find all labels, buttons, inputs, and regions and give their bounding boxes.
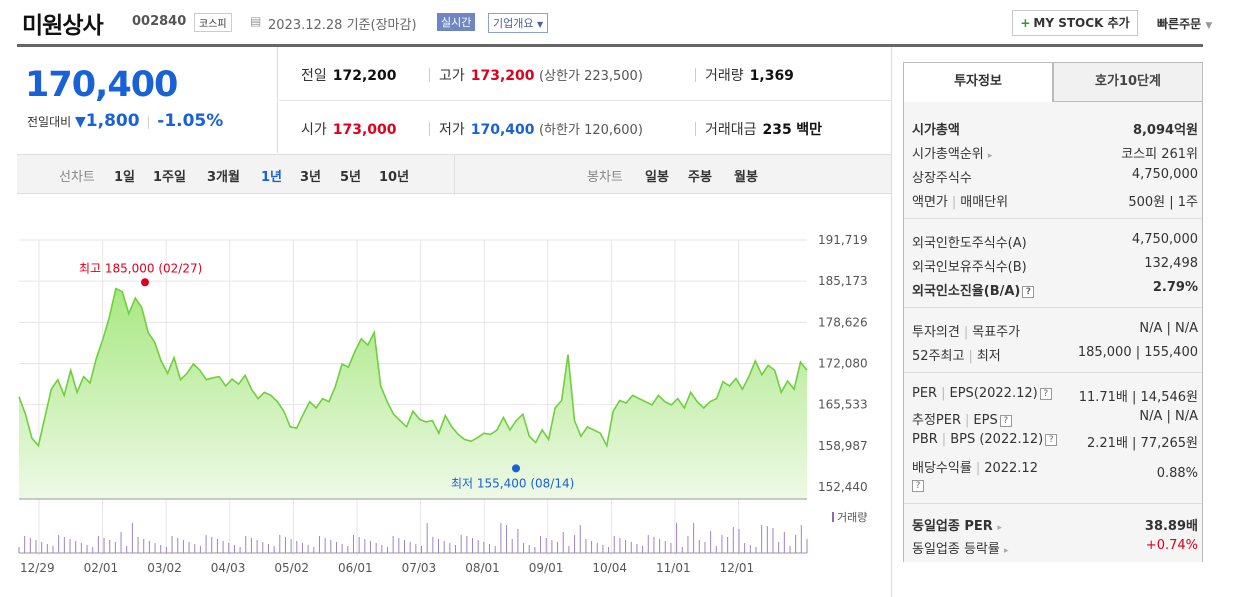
candle-chart-label: 봉차트 <box>587 170 623 185</box>
investment-info-panel: 투자정보 호가10단계 시가총액 8,094억원 시가총액순위 ▸ 코스피 261위… <box>903 62 1203 562</box>
price-chart-svg: 191,719 185,173 178,626 172,080 165,533 158,9… <box>18 233 868 575</box>
period-3m[interactable]: 3개월 <box>207 170 240 185</box>
add-my-stock-button[interactable]: + MY STOCK 추가 <box>1012 10 1138 36</box>
open-price: 시가 173,000 <box>301 122 397 138</box>
x-tick-label: 12/01 <box>720 561 755 575</box>
low-price: 저가 170,400 (하한가 120,600) <box>439 122 643 138</box>
x-tick-label: 06/01 <box>338 561 373 575</box>
industry-per-row[interactable]: 동일업종 PER ▸ 38.89배 <box>912 519 1198 534</box>
stock-code: 002840 <box>132 14 187 29</box>
industry-change-row[interactable]: 동일업종 등락률 ▸ +0.74% <box>912 538 1198 557</box>
x-tick-label: 02/01 <box>84 561 119 575</box>
market-badge: 코스피 <box>194 13 232 32</box>
y-tick-label: 165,533 <box>818 398 868 412</box>
stock-name: 미원상사 <box>22 13 104 39</box>
candle-monthly[interactable]: 월봉 <box>734 170 758 185</box>
y-tick-label: 185,173 <box>818 274 868 288</box>
opinion-row: 투자의견 | 목표주가 N/A | N/A <box>912 321 1198 340</box>
pbr-bps-row: PBR | BPS (2022.12)? 2.21배 | 77,265원 <box>912 432 1198 451</box>
y-tick-label: 152,440 <box>818 480 868 494</box>
x-tick-label: 04/03 <box>211 561 246 575</box>
price-area <box>19 288 807 499</box>
help-icon[interactable]: ? <box>912 479 924 492</box>
plus-icon: + <box>1020 16 1031 30</box>
tab-order-book[interactable]: 호가10단계 <box>1053 62 1203 102</box>
chevron-down-icon: ▼ <box>536 20 544 29</box>
tab-investment-info[interactable]: 투자정보 <box>903 62 1053 102</box>
x-tick-label: 12/29 <box>20 561 55 575</box>
low-label: 최저 155,400 (08/14) <box>451 476 574 490</box>
price-chart[interactable]: 191,719 185,173 178,626 172,080 165,533 158,9… <box>17 195 891 597</box>
divider <box>454 155 455 195</box>
est-per-row: 추정PER | EPS? N/A | N/A <box>912 409 1198 428</box>
high-marker <box>141 278 149 287</box>
par-value-row: 액면가 | 매매단위 500원 | 1주 <box>912 195 1198 210</box>
x-tick-label: 09/01 <box>529 561 564 575</box>
x-tick-label: 11/01 <box>656 561 691 575</box>
help-icon[interactable]: ? <box>1045 433 1058 446</box>
x-tick-label: 07/03 <box>402 561 437 575</box>
stock-header: 미원상사 002840 코스피 ▤ 2023.12.28 기준(장마감) 실시간… <box>0 0 1245 46</box>
y-tick-label: 158,987 <box>818 439 868 453</box>
line-chart-label: 선차트 <box>59 170 95 185</box>
period-1w[interactable]: 1주일 <box>153 170 186 185</box>
chart-period-bar: 선차트 1일 1주일 3개월 1년 3년 5년 10년 봉차트 일봉 주봉 월봉 <box>17 154 891 195</box>
foreign-rate-row: 외국인소진율(B/A)? 2.79% <box>912 280 1198 299</box>
calendar-icon: ▤ <box>250 14 262 28</box>
period-5y[interactable]: 5년 <box>340 170 362 185</box>
panel-divider <box>891 47 892 597</box>
help-icon[interactable]: ? <box>1022 285 1035 298</box>
low-marker <box>512 464 520 473</box>
candle-daily[interactable]: 일봉 <box>645 170 669 185</box>
help-icon[interactable]: ? <box>1039 387 1052 400</box>
listed-shares-row: 상장주식수 4,750,000 <box>912 167 1198 186</box>
market-cap-row: 시가총액 8,094억원 <box>912 123 1198 138</box>
change-percent: -1.05% <box>157 111 224 131</box>
high-price: 고가 173,200 (상한가 223,500) <box>439 68 643 84</box>
volume: 거래량 1,369 <box>705 68 794 84</box>
chevron-down-icon: ▼ <box>1205 21 1213 31</box>
volume-legend-swatch <box>832 512 834 522</box>
y-tick-label: 191,719 <box>818 233 868 247</box>
x-tick-label: 03/02 <box>147 561 182 575</box>
x-tick-label: 10/04 <box>592 561 627 575</box>
investment-info-body: 시가총액 8,094억원 시가총액순위 ▸ 코스피 261위 상장주식수 4,750,… <box>903 102 1203 562</box>
current-price: 170,400 <box>25 65 178 105</box>
period-3y[interactable]: 3년 <box>300 170 322 185</box>
candle-weekly[interactable]: 주봉 <box>688 170 712 185</box>
down-triangle-icon: ▼ <box>75 114 86 130</box>
volume-legend: 거래량 <box>837 511 867 524</box>
help-icon[interactable]: ? <box>999 414 1012 427</box>
period-10y[interactable]: 10년 <box>379 170 410 185</box>
price-line <box>18 287 808 449</box>
dividend-row: 배당수익률 | 2022.12 0.88% <box>912 461 1198 481</box>
foreign-limit-row: 외국인한도주식수(A) 4,750,000 <box>912 232 1198 251</box>
realtime-badge[interactable]: 실시간 <box>437 13 476 31</box>
price-summary: 170,400 전일대비 ▼1,800 | -1.05% <box>17 47 278 153</box>
y-tick-label: 172,080 <box>818 357 868 371</box>
period-1y[interactable]: 1년 <box>261 170 283 185</box>
week52-row: 52주최고 | 최저 185,000 | 155,400 <box>912 345 1198 364</box>
x-tick-label: 08/01 <box>465 561 500 575</box>
trade-amount: 거래대금 235 백만 <box>705 122 822 138</box>
per-eps-row: PER | EPS(2022.12)? 11.71배 | 14,546원 <box>912 386 1198 405</box>
y-tick-label: 178,626 <box>818 315 868 329</box>
quick-order-button[interactable]: 빠른주문 ▼ <box>1157 17 1213 31</box>
market-cap-rank-row[interactable]: 시가총액순위 ▸ 코스피 261위 <box>912 147 1198 162</box>
price-change: 전일대비 ▼1,800 | -1.05% <box>27 111 224 131</box>
price-detail-grid: 전일 172,200 고가 173,200 (상한가 223,500) 거래량 1,3… <box>279 47 891 153</box>
x-tick-label: 05/02 <box>274 561 309 575</box>
date-info: 2023.12.28 기준(장마감) <box>268 18 417 33</box>
header-divider <box>17 44 1203 47</box>
change-value: 1,800 <box>85 111 140 131</box>
company-overview-dropdown[interactable]: 기업개요 ▼ <box>488 13 549 33</box>
prev-close: 전일 172,200 <box>301 68 397 84</box>
high-label: 최고 185,000 (02/27) <box>79 261 202 275</box>
foreign-holding-row: 외국인보유주식수(B) 132,498 <box>912 256 1198 275</box>
change-label: 전일대비 <box>27 115 72 129</box>
period-1d[interactable]: 1일 <box>114 170 136 185</box>
